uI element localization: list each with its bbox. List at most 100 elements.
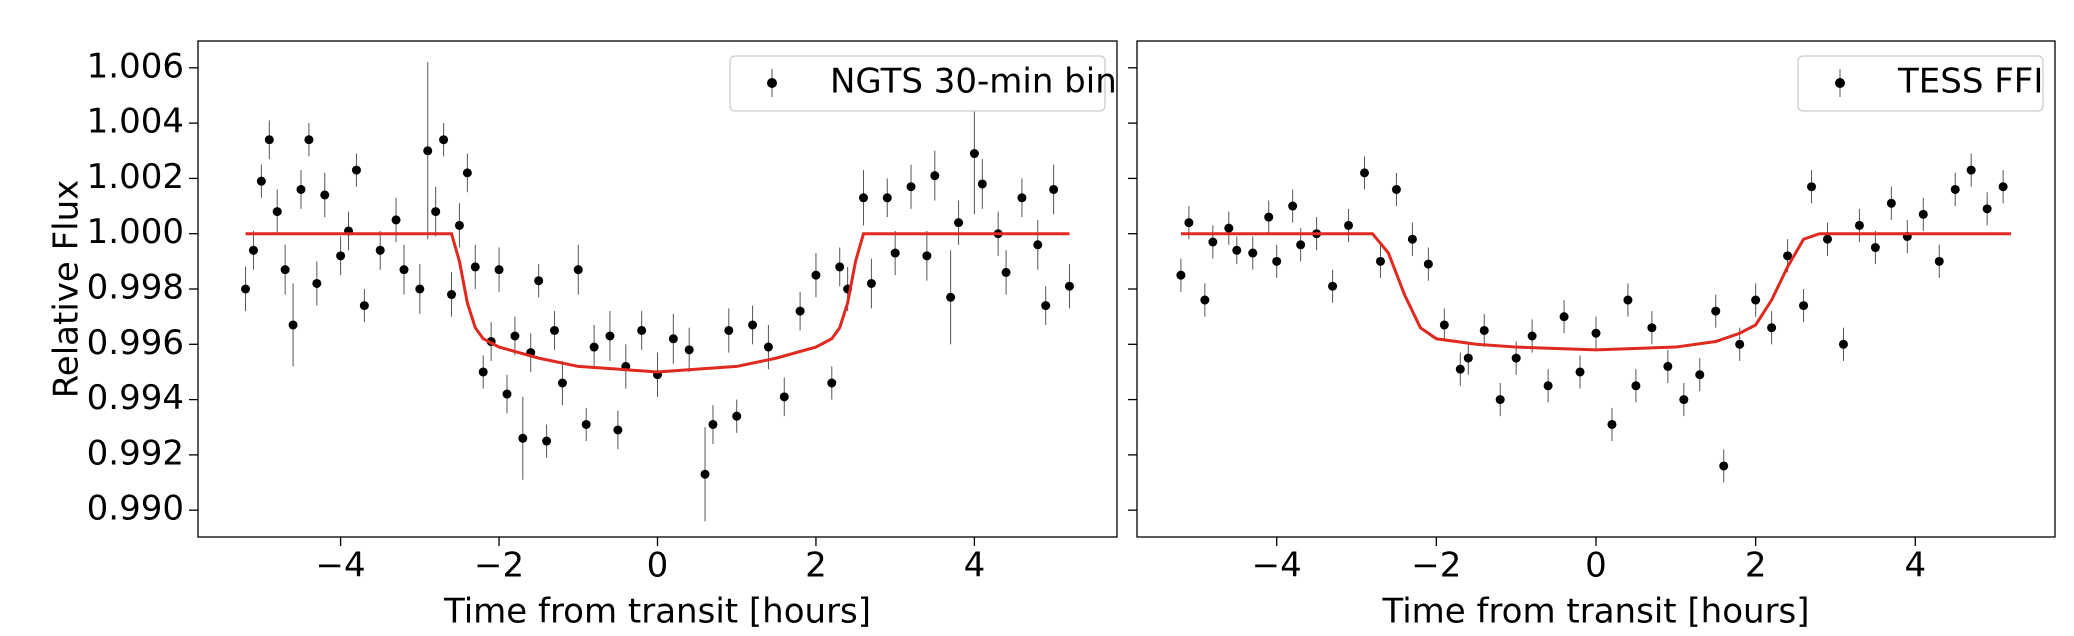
data-point [280, 265, 290, 275]
data-point [977, 179, 987, 189]
data-point [312, 278, 322, 288]
data-point [922, 251, 932, 261]
data-point [890, 248, 900, 258]
data-point [288, 320, 298, 330]
data-point [518, 433, 528, 443]
data-point [248, 245, 258, 255]
data-point [1296, 240, 1306, 250]
data-point [391, 215, 401, 225]
y-tick-label: 0.992 [87, 433, 184, 473]
x-tick-label: 2 [1745, 546, 1767, 586]
data-point [1423, 259, 1433, 269]
data-point [1017, 193, 1027, 203]
data-point [1527, 331, 1537, 341]
x-tick-label: −2 [1411, 546, 1461, 586]
data-point [589, 342, 599, 352]
data-point [256, 176, 266, 186]
x-axis-label: Time from transit [hours] [443, 592, 871, 632]
data-point [1838, 339, 1848, 349]
data-point [708, 419, 718, 429]
y-tick-label: 0.990 [87, 489, 184, 529]
data-point [241, 284, 251, 294]
data-point [272, 207, 282, 217]
data-point [1735, 339, 1745, 349]
data-point [399, 265, 409, 275]
data-point [304, 135, 314, 145]
y-tick-label: 1.002 [87, 157, 184, 197]
x-tick-label: −4 [1252, 546, 1302, 586]
data-point [1934, 256, 1944, 266]
data-point [264, 135, 274, 145]
data-point [320, 190, 330, 200]
data-point [1807, 182, 1817, 192]
data-point [1232, 245, 1242, 255]
data-point [763, 342, 773, 352]
data-point [1455, 364, 1465, 374]
legend-box [729, 55, 1106, 112]
data-point [510, 331, 520, 341]
data-point [1982, 204, 1992, 214]
data-point [375, 245, 385, 255]
data-point [1695, 370, 1705, 380]
panel: 0.990 0.992 0.994 0.996 0.998 1.000 1.002 1.004… [47, 40, 1118, 632]
model-line [1180, 232, 2012, 352]
data-point [534, 276, 544, 286]
data-point [1623, 295, 1633, 305]
data-point [668, 334, 678, 344]
data-point [1511, 353, 1521, 363]
data-point [296, 184, 306, 194]
data-point [1495, 395, 1505, 405]
data-point [1854, 220, 1864, 230]
data-point [336, 251, 346, 261]
data-point [1647, 323, 1657, 333]
data-point [1966, 165, 1976, 175]
x-axis-label: Time from transit [hours] [1381, 592, 1809, 632]
data-point [1751, 295, 1761, 305]
data-point [1799, 301, 1809, 311]
x-tick-label: 4 [964, 546, 986, 586]
data-point [447, 290, 457, 300]
data-point [1375, 256, 1385, 266]
model-line [245, 232, 1070, 374]
data-point [1064, 281, 1074, 291]
data-point [1663, 361, 1673, 371]
data-point [732, 411, 742, 421]
x-tick-label: 4 [1904, 546, 1926, 586]
legend-symbol [1835, 78, 1845, 88]
data-point [359, 301, 369, 311]
x-tick-label: 0 [1585, 546, 1607, 586]
data-point [969, 149, 979, 159]
data-point [1264, 212, 1274, 222]
data-point [1711, 306, 1721, 316]
data-point [906, 182, 916, 192]
data-point [1479, 325, 1489, 335]
data-point [1041, 301, 1051, 311]
data-point [1679, 395, 1689, 405]
data-point [557, 378, 567, 388]
data-point [1407, 234, 1417, 244]
y-tick-label: 1.006 [87, 46, 184, 86]
axes-frame [197, 40, 1118, 538]
data-point [1631, 381, 1641, 391]
data-point [423, 146, 433, 156]
data-point [1870, 243, 1880, 253]
data-point [1344, 220, 1354, 230]
data-point [1886, 198, 1896, 208]
data-point [1184, 218, 1194, 228]
data-point [827, 378, 837, 388]
data-point [811, 270, 821, 280]
legend-label: TESS FFI [1897, 62, 2043, 102]
data-point [581, 419, 591, 429]
y-axis-label: Relative Flux [47, 180, 87, 399]
data-point [1176, 270, 1186, 280]
data-point [779, 392, 789, 402]
panel: −4 −2 0 2 4 Time from transit [hours] TESS FFI [1128, 40, 2056, 632]
data-point [613, 425, 623, 435]
data-point [1360, 168, 1370, 178]
y-tick-label: 0.994 [87, 378, 184, 418]
y-tick-label: 0.996 [87, 323, 184, 363]
data-point [605, 331, 615, 341]
data-point [1767, 323, 1777, 333]
data-point [1719, 461, 1729, 471]
data-point [1248, 248, 1258, 258]
